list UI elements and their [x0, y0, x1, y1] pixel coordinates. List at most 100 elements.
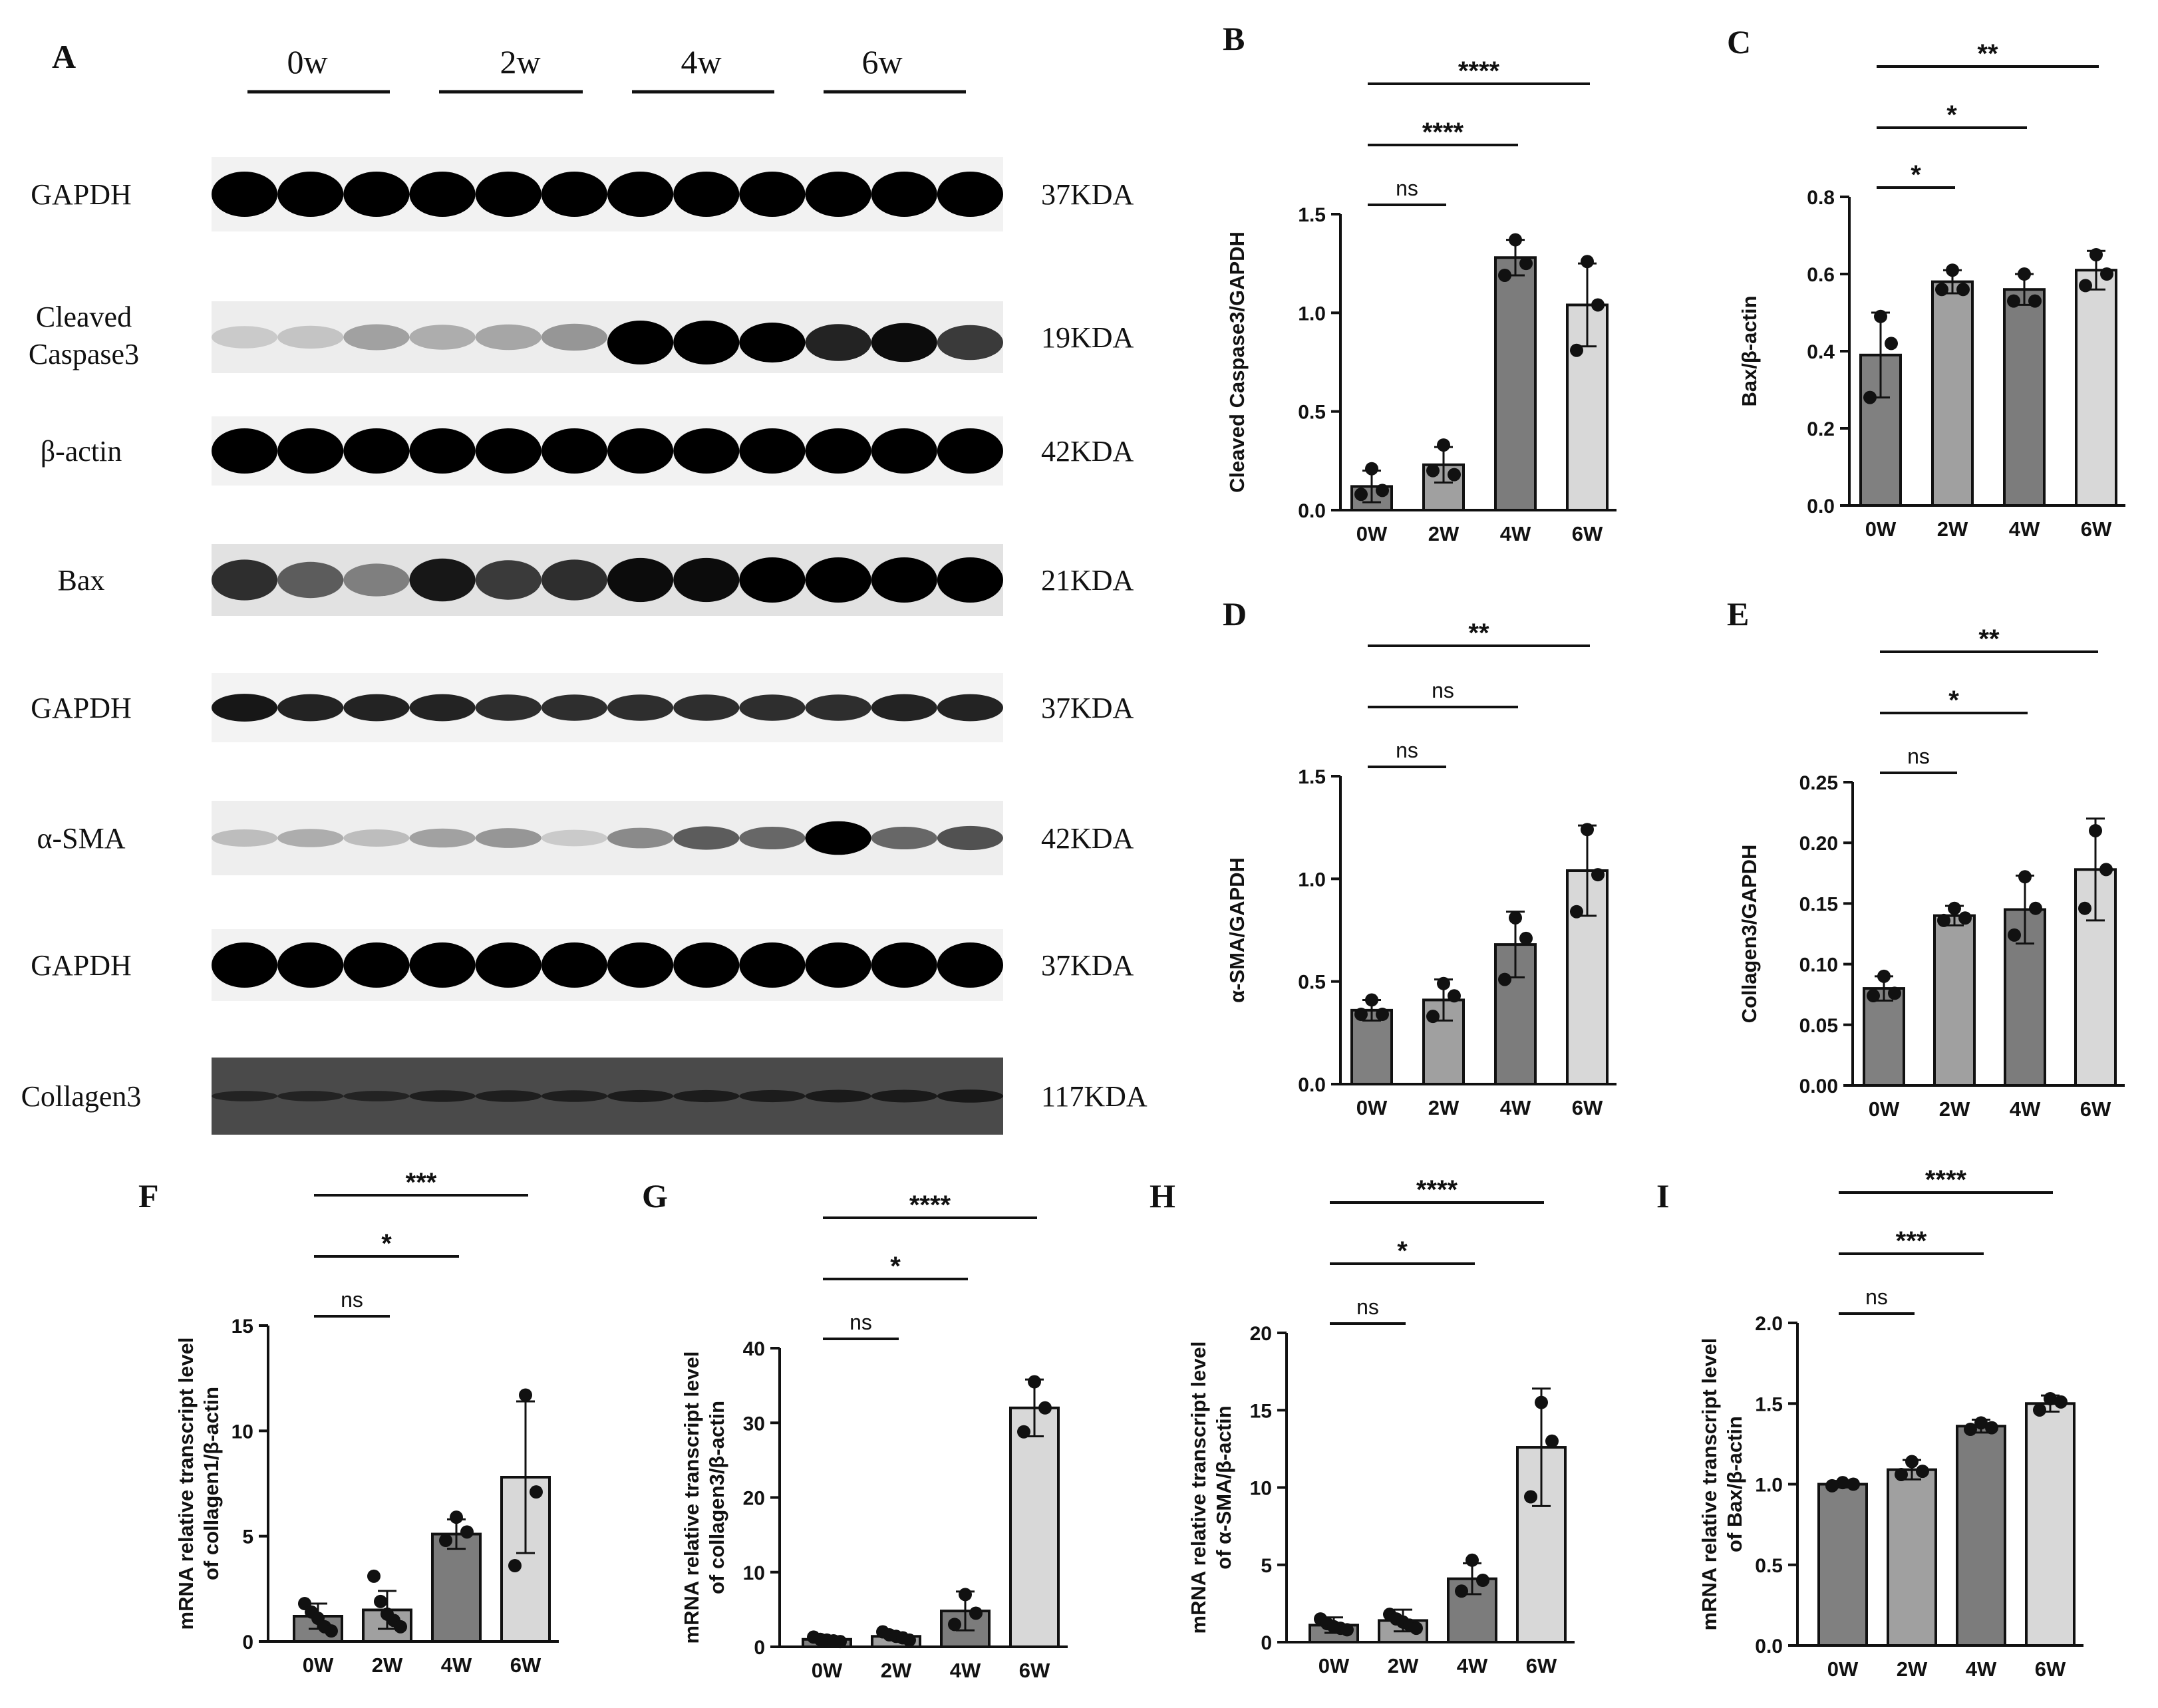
blot-band [937, 942, 1003, 988]
y-tick-label: 0.0 [1755, 1636, 1783, 1657]
y-tick-label: 1.5 [1755, 1393, 1783, 1415]
blot-band [673, 942, 740, 988]
data-point [1946, 263, 1959, 277]
y-tick-label: 10 [231, 1421, 253, 1443]
y-tick-label: 15 [231, 1316, 253, 1338]
y-tick-label: 0.5 [1298, 402, 1326, 424]
significance-label: **** [909, 1191, 951, 1220]
blot-band [343, 1091, 410, 1101]
blot-band [871, 694, 937, 722]
blot-size-label: 117KDA [1041, 1080, 1148, 1113]
blot-label-line: Caspase3 [29, 338, 139, 370]
significance-label: ns [1396, 738, 1418, 762]
blot-band [475, 1090, 541, 1102]
data-point [1410, 1622, 1423, 1636]
blot-band [212, 694, 278, 722]
data-point [1888, 986, 1901, 1000]
y-tick-label: 10 [743, 1562, 765, 1584]
x-tick-label: 2W [1937, 517, 1968, 541]
blot-band [541, 1090, 608, 1102]
significance-label: ** [1977, 39, 1998, 69]
blot-band [673, 694, 740, 721]
data-point [2018, 870, 2032, 884]
y-tick-label: 1.0 [1298, 303, 1326, 325]
blot-band [475, 428, 541, 474]
x-tick-label: 0W [303, 1653, 334, 1677]
blot-band [673, 826, 740, 850]
data-point [1935, 283, 1948, 297]
y-tick-label: 0.0 [1298, 500, 1326, 522]
x-tick-label: 0W [1869, 1097, 1900, 1121]
bar-4w [1956, 1425, 2006, 1647]
x-tick-label: 0W [1356, 522, 1388, 545]
x-tick-label: 0W [1318, 1654, 1350, 1677]
data-point [1376, 484, 1389, 498]
blot-band [475, 828, 541, 848]
blot-group-label: 6w [861, 43, 902, 80]
y-tick-label: 0.25 [1799, 772, 1838, 794]
x-tick-label: 6W [2035, 1657, 2066, 1681]
blot-band [409, 1090, 476, 1102]
data-point [1570, 343, 1583, 357]
blot-row: β-actin 42KDA [41, 416, 1134, 486]
data-point [1535, 1395, 1548, 1409]
data-point [1847, 1477, 1860, 1491]
x-tick-label: 0W [1865, 517, 1897, 541]
significance-label: ns [1432, 678, 1454, 702]
blot-band [871, 323, 937, 362]
bar-0w [1817, 1483, 1868, 1647]
data-point [1581, 823, 1594, 837]
blot-band [212, 1091, 278, 1101]
y-tick-label: 1.5 [1298, 204, 1326, 226]
x-tick-label: 4W [1457, 1654, 1488, 1677]
x-tick-label: 2W [881, 1659, 912, 1682]
x-tick-label: 6W [2081, 517, 2112, 541]
data-point [1591, 298, 1605, 312]
bar-4w [1494, 256, 1537, 511]
blot-band [805, 942, 871, 988]
blot-band [541, 323, 608, 351]
significance-label: * [1948, 686, 1959, 715]
y-axis-label-line: mRNA relative transcript level [1187, 1342, 1210, 1634]
blot-row: GAPDH 37KDA [31, 673, 1134, 742]
y-axis-label-line: of α-SMA/β-actin [1212, 1405, 1235, 1569]
y-tick-label: 0.0 [1298, 1074, 1326, 1096]
data-point [1448, 989, 1461, 1003]
x-tick-label: 6W [1526, 1654, 1557, 1677]
data-point [1017, 1425, 1030, 1439]
bar-0w [1350, 1008, 1393, 1086]
blot-band [409, 325, 476, 350]
chart-panel-g: G 0 10 20 30 40 mRNA relative transcript level… [642, 1177, 1068, 1682]
data-point [1509, 911, 1522, 925]
data-point [1340, 1623, 1354, 1637]
data-point [2078, 901, 2091, 915]
significance-label: **** [1925, 1165, 1967, 1195]
blot-band [607, 1089, 674, 1103]
panel-letter: F [138, 1177, 159, 1214]
data-point [460, 1525, 474, 1539]
blot-band [607, 942, 674, 988]
blot-band [607, 321, 674, 364]
x-tick-label: 6W [1019, 1659, 1050, 1682]
x-tick-label: 2W [1939, 1097, 1970, 1121]
data-point [1519, 931, 1533, 945]
blot-band [739, 323, 806, 362]
data-point [1354, 1008, 1368, 1022]
data-point [1825, 1479, 1839, 1493]
blot-protein-label: Bax [58, 564, 105, 597]
chart-panel-d: D 0.0 0.5 1.0 1.5 α-SMA/GAPDH 0W 2W 4W 6W ** ns ns [1223, 595, 1617, 1119]
y-axis-label: mRNA relative transcript levelof collage… [174, 1338, 223, 1630]
y-tick-label: 0.00 [1799, 1075, 1838, 1097]
blot-band [343, 324, 410, 351]
y-tick-label: 0.5 [1298, 972, 1326, 994]
data-point [2044, 1391, 2057, 1405]
y-tick-label: 1.5 [1298, 766, 1326, 788]
x-tick-label: 4W [441, 1653, 472, 1677]
blot-band [277, 1091, 344, 1101]
data-point [367, 1569, 381, 1583]
data-point [1448, 468, 1461, 482]
blot-band [277, 325, 344, 349]
significance-label: ns [1396, 176, 1418, 200]
blot-band [212, 428, 278, 474]
significance-label: * [381, 1229, 392, 1258]
